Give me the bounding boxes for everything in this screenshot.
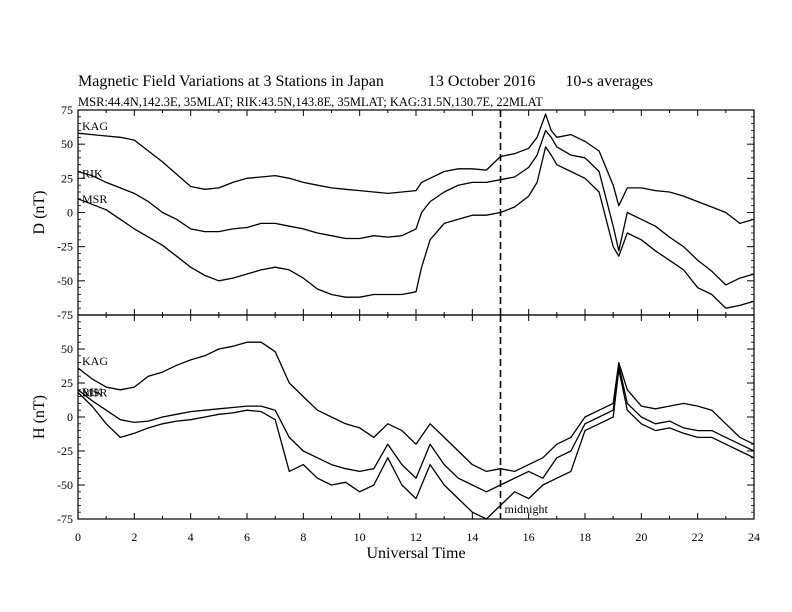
xtick-label: 10	[354, 530, 366, 544]
xtick-label: 16	[523, 530, 535, 544]
d-ytick-label: -25	[57, 240, 73, 254]
title-averaging: 10-s averages	[565, 73, 653, 90]
d-ytick-label: 75	[61, 103, 73, 117]
h-ytick-label: 50	[61, 342, 73, 356]
h-axis-label: H (nT)	[31, 395, 48, 439]
xtick-label: 14	[466, 530, 478, 544]
d-series-label-kag: KAG	[82, 119, 108, 133]
xtick-label: 2	[131, 530, 137, 544]
d-ytick-label: -50	[57, 274, 73, 288]
h-series-rik	[77, 364, 755, 493]
h-ytick-label: 0	[67, 410, 73, 424]
xtick-label: 20	[635, 530, 647, 544]
h-ytick-label: -50	[57, 478, 73, 492]
d-series-label-rik: RIK	[82, 167, 103, 181]
d-series-label-msr: MSR	[82, 192, 107, 206]
h-panel-frame	[77, 314, 755, 520]
d-ytick-label: -75	[57, 308, 73, 322]
chart-title: Magnetic Field Variations at 3 Stations …	[78, 73, 653, 91]
xtick-label: 0	[75, 530, 81, 544]
d-axis-label: D (nT)	[31, 191, 48, 235]
midnight-annotation: midnight	[505, 502, 549, 516]
h-ytick-label: -75	[57, 512, 73, 526]
d-panel-frame	[77, 109, 755, 316]
title-text: Magnetic Field Variations at 3 Stations …	[78, 73, 384, 90]
h-series-label-rik: RIK	[82, 385, 103, 399]
h-series-msr	[77, 368, 755, 520]
d-panel: 75 50 25 0 -25 -50 -75 D (nT) KAG RIK MSR	[31, 103, 755, 322]
xtick-label: 24	[748, 530, 760, 544]
xtick-label: 6	[244, 530, 250, 544]
d-series-rik	[77, 129, 755, 286]
d-ytick-label: 0	[67, 206, 73, 220]
xtick-label: 18	[579, 530, 591, 544]
h-series-kag	[77, 341, 755, 473]
h-ytick-label: 25	[61, 376, 73, 390]
station-list: MSR:44.4N,142.3E, 35MLAT; RIK:43.5N,143.…	[78, 95, 543, 109]
h-series-label-kag: KAG	[82, 354, 108, 368]
d-ytick-label: 25	[61, 171, 73, 185]
xtick-label: 22	[692, 530, 704, 544]
x-axis-label: Universal Time	[366, 545, 465, 562]
xtick-label: 12	[410, 530, 422, 544]
d-series-kag	[77, 113, 755, 225]
d-series-msr	[77, 146, 755, 309]
xtick-label: 4	[188, 530, 194, 544]
xtick-label: 8	[300, 530, 306, 544]
h-ytick-label: -25	[57, 444, 73, 458]
d-ytick-label: 50	[61, 137, 73, 151]
title-date: 13 October 2016	[427, 73, 536, 90]
h-series-label-msr: MSR	[82, 386, 107, 400]
